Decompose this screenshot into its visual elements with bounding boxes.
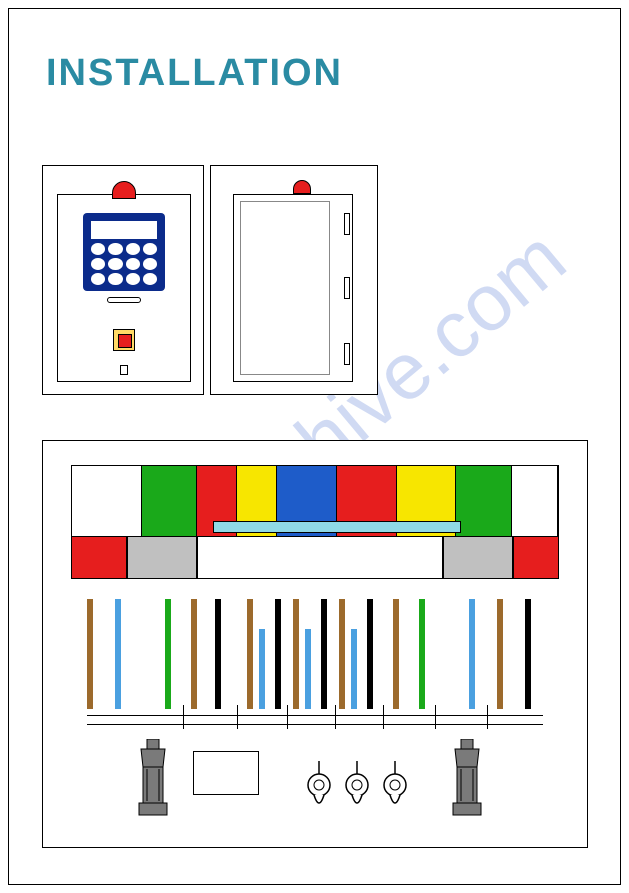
wire-zone (87, 599, 543, 719)
wire (469, 599, 475, 709)
hinge-icon (344, 213, 350, 235)
wire (247, 599, 253, 709)
wire (115, 599, 121, 709)
door-inner (240, 201, 330, 375)
terminal-block (512, 466, 558, 536)
keypad-grid (91, 243, 157, 285)
alarm-beacon-icon (293, 180, 311, 194)
terminal-block (197, 537, 443, 579)
control-panel-inner (57, 194, 191, 382)
isolator-switch-icon (113, 329, 135, 351)
wire (259, 629, 265, 709)
label-card (193, 751, 259, 795)
wire (393, 599, 399, 709)
control-panel-front (42, 165, 204, 395)
terminal-block (443, 537, 513, 579)
terminal-block (71, 537, 127, 579)
wire (321, 599, 327, 709)
wire (497, 599, 503, 709)
keypad-module (83, 213, 165, 291)
float-switch-icon (305, 761, 333, 813)
rail-divider (335, 705, 336, 729)
wire (191, 599, 197, 709)
rail-divider (237, 705, 238, 729)
wire (419, 599, 425, 709)
wire (305, 629, 311, 709)
bottom-rail (87, 715, 543, 725)
pump-icon (447, 739, 487, 819)
door-frame (233, 194, 353, 382)
indicator-led-icon (120, 365, 128, 375)
rail-divider (487, 705, 488, 729)
device-zone (87, 739, 543, 829)
din-rail (213, 521, 461, 533)
section-heading: INSTALLATION (46, 52, 343, 95)
wire (215, 599, 221, 709)
wire (351, 629, 357, 709)
wire (339, 599, 345, 709)
panel-handle-icon (107, 297, 141, 303)
wiring-diagram (42, 440, 588, 848)
rail-divider (287, 705, 288, 729)
alarm-beacon-icon (112, 181, 136, 199)
float-switch-icon (381, 761, 409, 813)
terminal-block (127, 537, 197, 579)
terminal-block (142, 466, 198, 536)
terminal-block (456, 466, 512, 536)
wire (165, 599, 171, 709)
terminal-row-mid (71, 537, 559, 579)
wire (275, 599, 281, 709)
terminal-block (513, 537, 559, 579)
control-panel-side (210, 165, 378, 395)
pump-icon (133, 739, 173, 819)
float-switch-icon (343, 761, 371, 813)
wire (367, 599, 373, 709)
wire (87, 599, 93, 709)
rail-divider (435, 705, 436, 729)
hinge-icon (344, 343, 350, 365)
rail-divider (383, 705, 384, 729)
terminal-block (72, 466, 142, 536)
hinge-icon (344, 277, 350, 299)
wire (293, 599, 299, 709)
wire (525, 599, 531, 709)
keypad-screen (91, 221, 157, 239)
rail-divider (183, 705, 184, 729)
